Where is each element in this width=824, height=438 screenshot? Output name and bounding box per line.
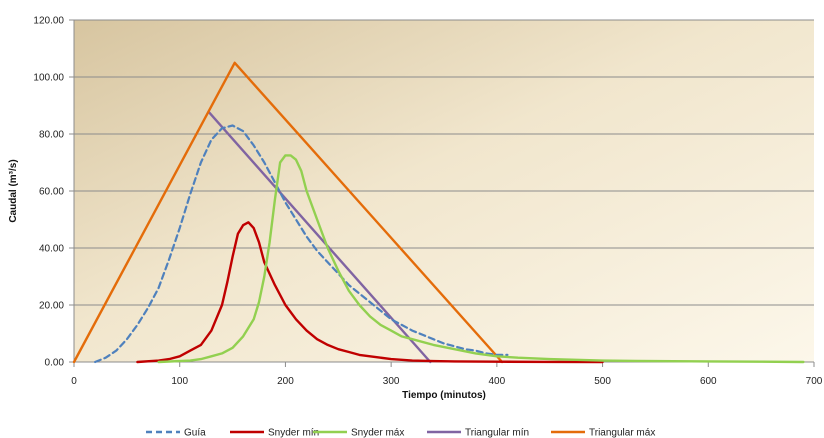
y-axis-title: Caudal (m³/s) xyxy=(8,159,19,222)
x-tick-label: 400 xyxy=(489,376,506,387)
x-tick-label: 0 xyxy=(71,376,77,387)
x-tick-label: 700 xyxy=(806,376,823,387)
y-tick-label: 120.00 xyxy=(33,16,64,27)
series-lines xyxy=(72,61,805,364)
y-tick-label: 20.00 xyxy=(39,301,64,312)
y-tick-label: 40.00 xyxy=(39,244,64,255)
x-tick-label: 300 xyxy=(383,376,400,387)
legend-label-triangular-max: Triangular máx xyxy=(589,428,655,438)
series-line-snyder-max xyxy=(157,154,805,364)
y-tick-label: 100.00 xyxy=(33,73,64,84)
tick-labels: 0.00 20.00 40.00 60.00 80.00 100.00 120.00 0 100… xyxy=(33,16,822,388)
series-line-snyder-min xyxy=(136,221,604,364)
x-tick-label: 200 xyxy=(277,376,294,387)
x-axis-title: Tiempo (minutos) xyxy=(402,390,486,401)
legend-label-triangular-min: Triangular mín xyxy=(465,428,529,438)
series-line-guia xyxy=(93,124,509,364)
y-tick-label: 60.00 xyxy=(39,187,64,198)
legend: Guía Snyder mín Snyder máx Triangular mín Tr… xyxy=(146,428,655,438)
series-line-triangular-max xyxy=(72,61,504,364)
legend-label-snyder-max: Snyder máx xyxy=(351,428,404,438)
x-tick-label: 100 xyxy=(171,376,188,387)
x-tick-label: 600 xyxy=(700,376,717,387)
y-tick-label: 0.00 xyxy=(45,358,65,369)
legend-label-guia: Guía xyxy=(184,428,206,438)
y-tick-label: 80.00 xyxy=(39,130,64,141)
x-tick-label: 500 xyxy=(594,376,611,387)
legend-label-snyder-min: Snyder mín xyxy=(268,428,319,438)
